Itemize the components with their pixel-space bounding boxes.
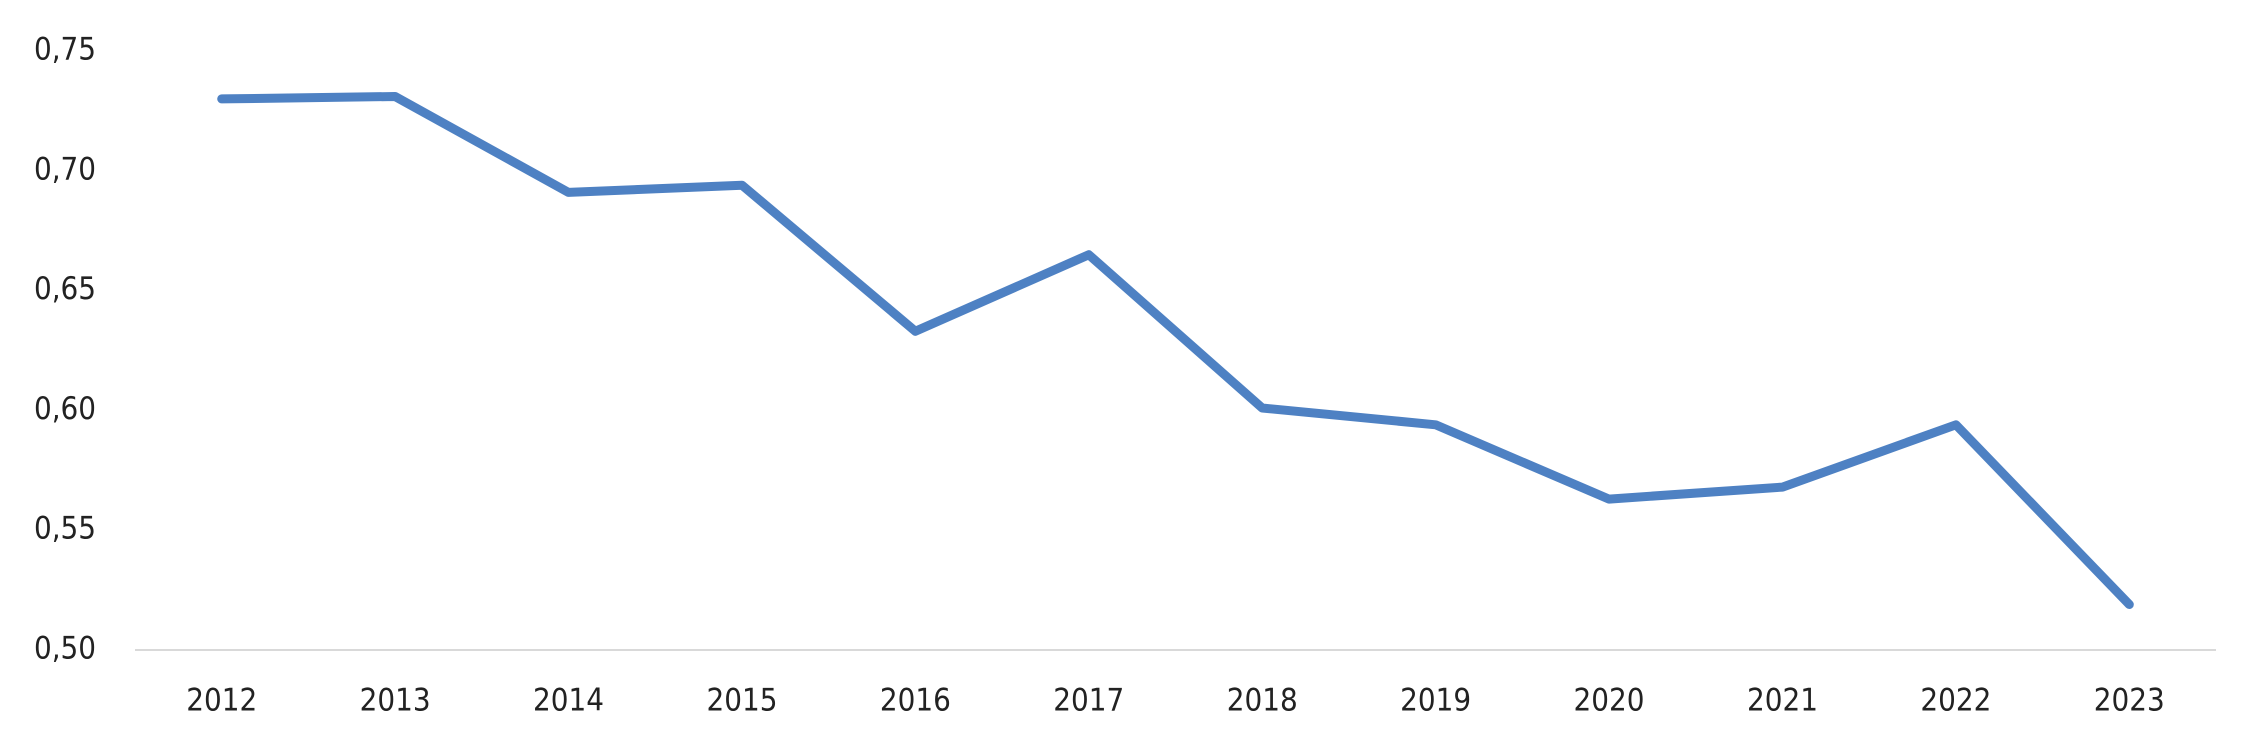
x-tick-label: 2022 [1920, 683, 1991, 719]
x-tick-label: 2013 [360, 683, 431, 719]
x-tick-label: 2015 [706, 683, 777, 719]
x-tick-label: 2016 [880, 683, 951, 719]
y-tick-label: 0,55 [34, 511, 96, 547]
x-tick-label: 2014 [533, 683, 604, 719]
y-tick-label: 0,50 [34, 631, 96, 667]
x-tick-label: 2020 [1574, 683, 1645, 719]
x-tick-label: 2018 [1227, 683, 1298, 719]
y-tick-label: 0,60 [34, 391, 96, 427]
x-tick-label: 2012 [186, 683, 257, 719]
data-line [217, 92, 2134, 609]
x-tick-label: 2021 [1747, 683, 1818, 719]
y-tick-label: 0,70 [34, 151, 96, 187]
x-tick-label: 2017 [1053, 683, 1124, 719]
y-tick-label: 0,65 [34, 271, 96, 307]
x-tick-label: 2019 [1400, 683, 1471, 719]
y-tick-label: 0,75 [34, 32, 96, 68]
x-tick-label: 2023 [2094, 683, 2165, 719]
